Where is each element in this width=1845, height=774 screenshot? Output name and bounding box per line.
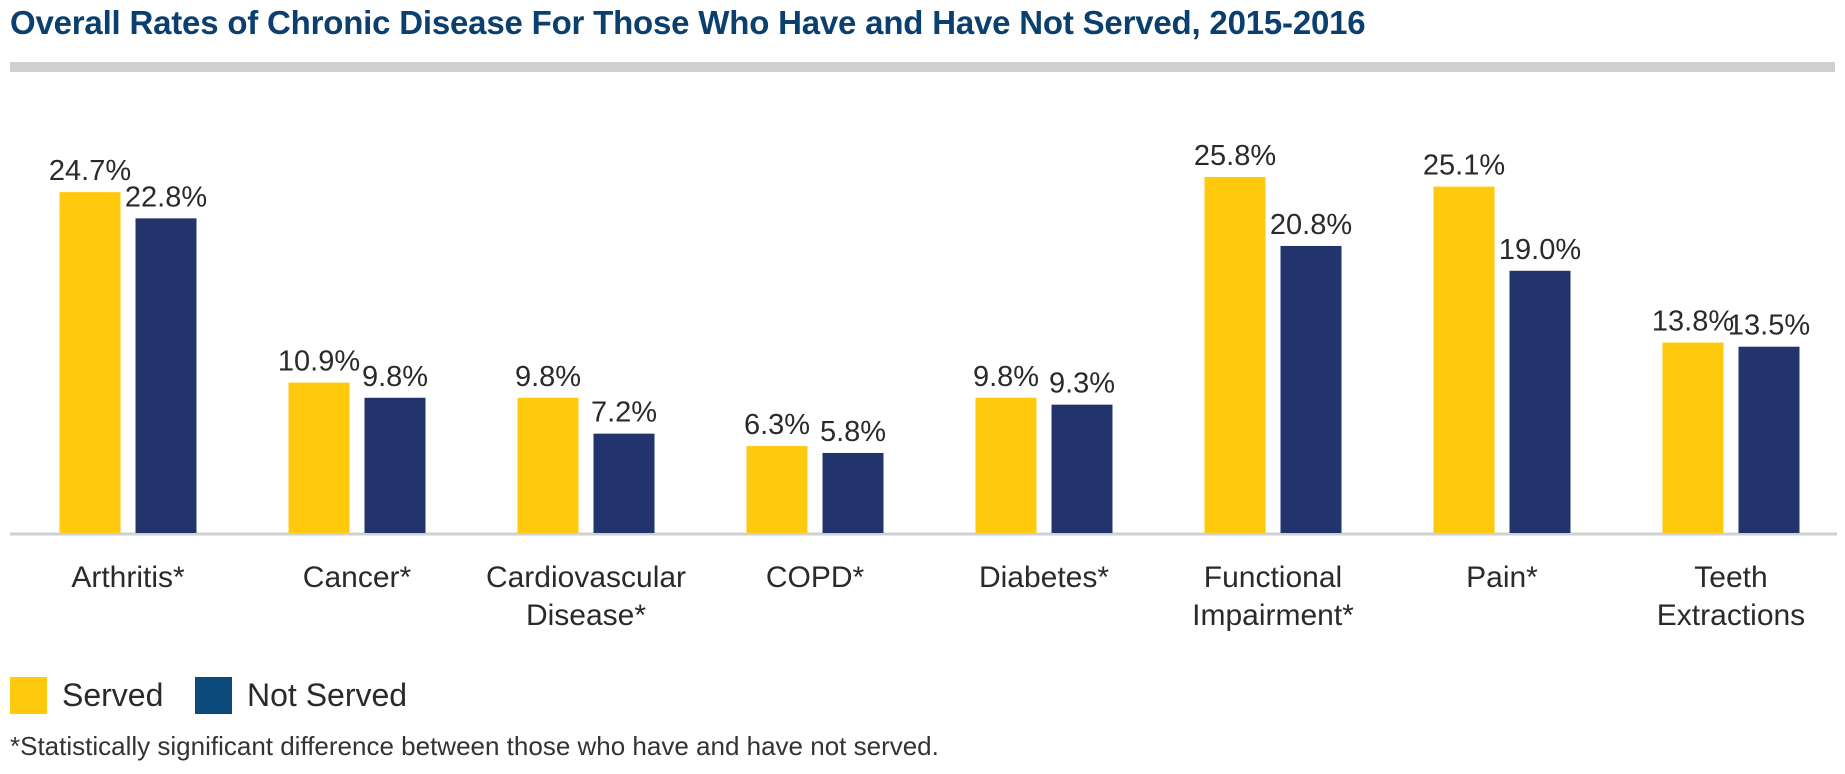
x-tick-label: Extractions — [1657, 599, 1805, 632]
x-tick-label: Teeth — [1694, 561, 1767, 594]
x-tick-label: Cancer* — [303, 561, 412, 594]
data-label-served: 10.9% — [278, 346, 360, 378]
bar-served — [288, 382, 350, 533]
chart-title: Overall Rates of Chronic Disease For Tho… — [10, 4, 1366, 41]
data-label-served: 25.1% — [1423, 150, 1505, 182]
bar-not-served — [593, 433, 655, 533]
data-label-not-served: 20.8% — [1270, 209, 1352, 241]
data-label-served: 25.8% — [1194, 140, 1276, 172]
footnote: *Statistically significant difference be… — [10, 731, 939, 761]
data-label-served: 24.7% — [49, 155, 131, 187]
legend-swatch-not-served — [195, 677, 232, 714]
bar-served — [517, 397, 579, 533]
data-label-not-served: 13.5% — [1728, 310, 1810, 342]
data-label-served: 6.3% — [744, 409, 810, 441]
data-label-served: 9.8% — [515, 361, 581, 393]
bar-not-served — [1509, 270, 1571, 533]
x-tick-label: Impairment* — [1192, 599, 1354, 632]
bar-not-served — [1051, 404, 1113, 533]
bar-served — [1662, 342, 1724, 533]
bar-served — [1204, 176, 1266, 533]
bar-not-served — [822, 452, 884, 533]
data-label-not-served: 9.3% — [1049, 368, 1115, 400]
bar-not-served — [364, 397, 426, 533]
bar-not-served — [135, 218, 197, 534]
x-tick-label: Cardiovascular — [486, 561, 686, 594]
data-label-not-served: 5.8% — [820, 416, 886, 448]
x-tick-label: Functional — [1204, 561, 1342, 594]
title-divider — [10, 62, 1835, 72]
x-tick-label: Disease* — [526, 599, 646, 632]
legend-label-not-served: Not Served — [247, 677, 408, 713]
bar-chart: 24.7%22.8%Arthritis*10.9% 9.8%Cancer*9.8%… — [10, 140, 1837, 632]
legend-swatch-served — [10, 677, 47, 714]
x-tick-label: Diabetes* — [979, 561, 1109, 594]
bar-served — [975, 397, 1037, 533]
bar-not-served — [1280, 245, 1342, 533]
data-label-not-served: 7.2% — [591, 397, 657, 429]
bar-served — [1433, 186, 1495, 533]
data-label-served: 13.8% — [1652, 306, 1734, 338]
data-label-not-served: 22.8% — [125, 181, 207, 213]
bar-not-served — [1738, 346, 1800, 533]
bar-served — [59, 192, 121, 533]
bar-served — [746, 446, 808, 533]
x-tick-label: COPD* — [766, 561, 865, 594]
data-label-not-served: 19.0% — [1499, 234, 1581, 266]
legend-label-served: Served — [62, 677, 164, 713]
data-label-served: 9.8% — [973, 361, 1039, 393]
data-label-not-served: 9.8% — [362, 361, 428, 393]
x-tick-label: Arthritis* — [71, 561, 185, 594]
x-tick-label: Pain* — [1466, 561, 1538, 594]
